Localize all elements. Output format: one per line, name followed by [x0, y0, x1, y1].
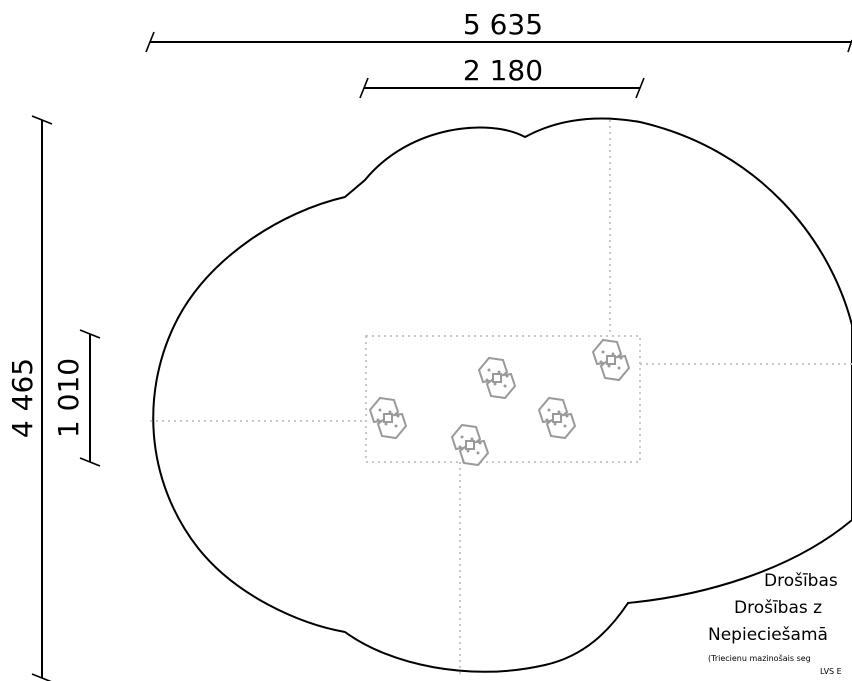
total-width-label: 5 635 — [463, 8, 543, 41]
stepping-post-icon — [369, 397, 407, 439]
inner-width-dimension: 2 180 — [359, 54, 645, 99]
guide-lines — [150, 120, 852, 678]
legend-line-1: Drošības — [764, 571, 838, 591]
inner-height-label: 1 010 — [52, 358, 85, 438]
total-height-dimension: 4 465 — [6, 115, 53, 681]
legend-line-4: (Triecienu mazinošais seg — [708, 653, 811, 663]
legend-line-3: Nepieciešamā — [708, 625, 828, 645]
inner-width-label: 2 180 — [463, 54, 543, 87]
inner-height-dimension: 1 010 — [52, 329, 101, 467]
stepping-post-icon — [478, 357, 516, 399]
stepping-post-icon — [538, 397, 576, 439]
stepping-post-icon — [451, 424, 489, 466]
legend-line-2: Drošības z — [734, 598, 822, 618]
total-height-label: 4 465 — [6, 358, 39, 438]
stepping-post-icon — [592, 339, 630, 381]
safety-zone-outline — [152, 117, 852, 673]
legend-line-5: LVS E — [820, 667, 842, 676]
total-width-dimension: 5 635 — [145, 8, 852, 53]
legend: Drošības Drošības z Nepieciešamā (Trieci… — [708, 571, 842, 676]
equipment-footprint — [365, 335, 641, 463]
